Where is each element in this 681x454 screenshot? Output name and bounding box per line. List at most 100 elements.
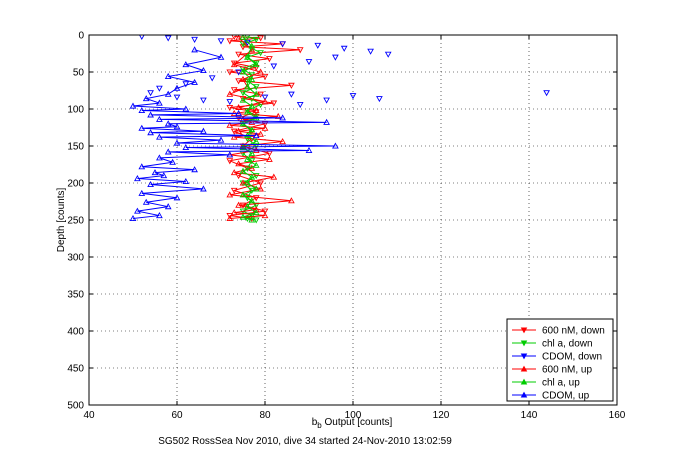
data-point xyxy=(164,72,172,79)
data-point xyxy=(226,69,234,76)
data-point xyxy=(252,106,260,114)
data-point xyxy=(235,78,242,85)
data-point xyxy=(230,209,238,216)
data-point xyxy=(252,195,260,202)
data-point xyxy=(239,44,247,51)
data-point xyxy=(323,118,330,125)
y-tick-label: 450 xyxy=(67,364,84,375)
series-cdom-up xyxy=(129,46,339,222)
data-point xyxy=(173,123,181,130)
data-point xyxy=(169,158,176,165)
data-point xyxy=(274,112,282,119)
series-cdom-down xyxy=(139,35,550,109)
y-tick-label: 350 xyxy=(67,290,84,301)
legend-entry-label: 600 nM, up xyxy=(542,365,592,376)
data-point xyxy=(235,69,242,76)
data-point xyxy=(191,46,198,53)
legend-entry-label: chl a, up xyxy=(542,378,580,389)
legend-marker xyxy=(520,378,528,385)
axis-ticks: 40 60 80 100 120 140 160 0 50 100 150 200 250 300 350 4… xyxy=(67,31,625,422)
legend-marker xyxy=(520,365,528,372)
data-point xyxy=(261,124,269,131)
data-point xyxy=(376,96,383,103)
data-point xyxy=(138,106,146,114)
data-point xyxy=(239,213,247,220)
legend-entry-label: CDOM, down xyxy=(542,352,602,363)
data-point xyxy=(226,104,234,112)
grid-lines xyxy=(89,35,617,405)
data-point xyxy=(200,97,207,104)
legend-entry-label: chl a, down xyxy=(542,339,593,350)
data-point xyxy=(252,61,260,68)
data-point xyxy=(239,202,247,209)
data-point xyxy=(239,35,247,40)
data-point xyxy=(543,90,550,97)
data-point xyxy=(257,185,264,192)
data-point xyxy=(266,155,273,162)
data-point xyxy=(261,73,269,80)
data-point xyxy=(248,216,256,223)
data-point xyxy=(252,209,260,216)
data-point xyxy=(164,148,172,155)
data-point xyxy=(138,163,146,170)
data-point xyxy=(191,78,198,85)
series-600-nm-up xyxy=(226,35,295,222)
data-point xyxy=(147,180,154,188)
y-tick-label: 300 xyxy=(67,253,84,264)
data-point xyxy=(217,38,225,45)
y-axis-label: Depth [counts] xyxy=(56,188,67,253)
data-point xyxy=(226,213,234,220)
data-point xyxy=(261,94,269,101)
data-point xyxy=(252,206,260,213)
data-point xyxy=(270,100,278,107)
data-point xyxy=(252,138,260,145)
data-point xyxy=(226,191,234,198)
data-point xyxy=(340,45,348,52)
data-point xyxy=(244,35,251,41)
data-point xyxy=(226,90,234,97)
data-point xyxy=(156,154,163,161)
data-point xyxy=(349,93,357,100)
data-point xyxy=(257,180,264,187)
data-point xyxy=(244,108,251,115)
x-tick-label: 140 xyxy=(521,410,538,421)
data-point xyxy=(138,124,146,131)
data-point xyxy=(248,42,256,49)
data-point xyxy=(248,173,256,180)
data-point xyxy=(182,61,190,68)
data-point xyxy=(261,208,269,215)
data-point xyxy=(182,81,190,88)
data-point xyxy=(230,128,238,135)
data-point xyxy=(134,207,141,214)
x-tick-label: 100 xyxy=(345,410,362,421)
data-point xyxy=(248,75,256,82)
y-tick-label: 100 xyxy=(67,105,84,116)
data-point xyxy=(200,185,207,192)
data-point xyxy=(235,109,242,116)
data-point xyxy=(239,68,247,75)
data-point xyxy=(248,213,256,220)
data-point xyxy=(230,61,238,68)
x-axis-label: bb Output [counts] xyxy=(312,417,393,430)
data-point xyxy=(231,35,237,41)
data-point xyxy=(239,90,247,97)
data-point xyxy=(156,85,163,92)
data-point xyxy=(288,91,295,98)
data-point xyxy=(252,173,260,180)
data-point xyxy=(252,217,260,224)
data-point xyxy=(244,203,251,210)
data-point xyxy=(279,138,286,145)
data-point xyxy=(173,84,181,91)
data-point xyxy=(252,185,260,192)
data-point xyxy=(226,158,234,165)
data-point xyxy=(217,136,225,143)
data-point xyxy=(332,54,339,61)
x-tick-label: 160 xyxy=(609,410,626,421)
data-point xyxy=(252,132,260,139)
y-tick-label: 0 xyxy=(78,31,84,42)
data-point xyxy=(257,35,264,42)
x-axis-label-base: b xyxy=(312,417,318,428)
data-point xyxy=(147,90,154,97)
data-point xyxy=(239,191,247,198)
data-point xyxy=(248,149,256,156)
